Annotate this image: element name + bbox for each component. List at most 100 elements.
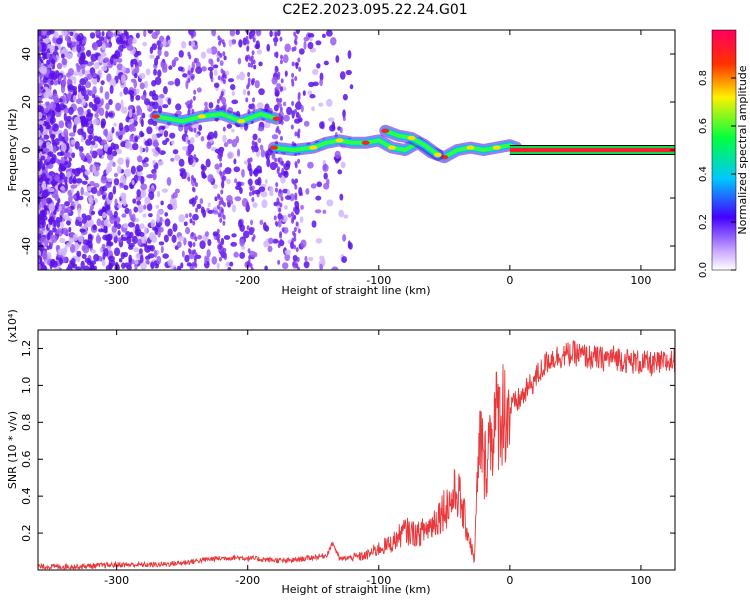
noise-speck [216,57,220,63]
noise-speck [79,228,86,233]
noise-speck [217,154,221,160]
noise-speck [71,46,78,53]
noise-speck [163,38,167,47]
noise-speck [75,98,82,105]
noise-speck [94,112,99,119]
noise-speck [76,167,83,174]
noise-speck [86,73,93,80]
noise-speck [235,185,242,191]
noise-speck [148,213,153,218]
noise-speck [49,118,54,125]
noise-speck [212,210,219,215]
noise-speck [54,174,60,182]
noise-speck [93,182,100,189]
noise-speck [214,196,218,202]
noise-speck [326,199,334,207]
noise-speck [38,120,44,125]
noise-speck [146,203,153,212]
noise-speck [277,243,281,249]
noise-speck [132,142,139,151]
noise-speck [154,76,162,86]
noise-speck [78,146,84,153]
noise-speck [261,199,268,209]
noise-speck [242,230,250,239]
noise-speck [291,46,295,52]
noise-speck [169,197,177,206]
noise-speck [281,227,285,233]
noise-speck [134,136,139,142]
noise-speck [187,103,191,109]
noise-speck [84,94,89,102]
noise-speck [246,261,250,267]
noise-speck [38,258,41,263]
noise-speck [81,63,86,70]
noise-speck [103,57,110,63]
noise-speck [297,133,301,139]
noise-speck [184,254,190,263]
noise-speck [97,228,104,233]
noise-speck [264,178,268,184]
noise-speck [257,126,265,132]
noise-speck [158,161,164,166]
noise-speck [155,204,160,209]
noise-speck [51,234,58,243]
noise-speck [108,31,114,38]
noise-speck [315,195,322,201]
noise-speck [251,197,255,203]
noise-speck [65,242,72,248]
noise-speck [187,241,191,247]
noise-speck [233,158,237,165]
spectrogram-x-ticks: -300 -200 -100 0 100 [104,30,651,287]
noise-speck [315,237,323,244]
noise-speck [100,176,108,184]
noise-speck [176,265,182,270]
noise-speck [63,74,67,84]
noise-speck [38,184,41,194]
noise-speck [68,175,73,185]
noise-speck [52,54,56,59]
noise-speck [291,81,295,87]
noise-speck [227,266,232,270]
noise-speck [249,157,253,163]
noise-speck [100,98,104,106]
noise-speck [191,74,195,80]
noise-speck [88,241,93,249]
noise-speck [47,78,51,85]
noise-speck [38,75,41,84]
noise-speck [208,102,214,109]
noise-speck [218,200,222,206]
noise-speck [175,103,182,111]
noise-speck [112,185,117,195]
noise-speck [220,208,224,214]
noise-speck [297,100,301,106]
noise-speck [255,165,262,173]
noise-speck [168,65,173,70]
noise-speck [80,136,84,143]
noise-speck [193,257,197,263]
y-tick-label: 1.2 [20,340,33,358]
noise-speck [120,236,128,241]
noise-speck [247,71,251,77]
noise-speck [220,237,225,246]
noise-speck [38,30,42,37]
noise-speck [299,216,304,223]
noise-speck [293,244,297,250]
noise-speck [233,251,239,258]
trace-peak [387,145,396,150]
noise-speck [300,204,304,210]
noise-speck [102,212,107,219]
noise-speck [249,219,254,226]
noise-speck [135,32,140,39]
noise-speck [217,75,221,81]
noise-speck [73,71,80,76]
noise-speck [146,138,153,147]
noise-speck [211,256,218,265]
noise-speck [273,52,277,58]
noise-speck [131,258,135,265]
noise-speck [293,31,297,37]
noise-speck [84,170,91,176]
noise-speck [273,104,279,112]
noise-speck [75,266,82,270]
noise-speck [191,261,195,267]
noise-speck [291,109,295,119]
